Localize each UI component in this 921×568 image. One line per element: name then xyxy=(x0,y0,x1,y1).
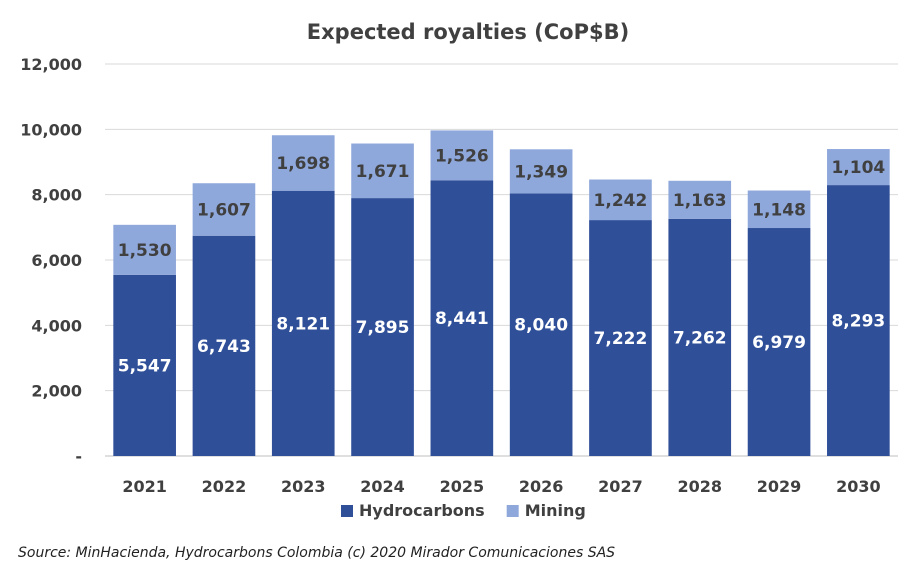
bar-hydrocarbons-2024 xyxy=(351,198,414,456)
label-mining-2024: 1,671 xyxy=(356,162,410,182)
label-hydrocarbons-2026: 8,040 xyxy=(514,316,568,336)
x-tick-label: 2022 xyxy=(202,477,247,496)
data-labels: 5,547 1,530 6,743 1,607 8,121 1,698 7,895 1,671… xyxy=(118,146,886,376)
x-tick-label: 2023 xyxy=(281,477,326,496)
label-hydrocarbons-2023: 8,121 xyxy=(276,314,330,334)
label-hydrocarbons-2024: 7,895 xyxy=(356,318,410,338)
label-hydrocarbons-2029: 6,979 xyxy=(752,333,806,353)
bar-mining-2021 xyxy=(113,224,176,275)
bars xyxy=(113,130,890,457)
y-tick-label: 8,000 xyxy=(31,186,82,205)
bar-mining-2029 xyxy=(747,190,811,229)
label-hydrocarbons-2028: 7,262 xyxy=(673,328,727,348)
chart-title: Expected royalties (CoP$B) xyxy=(307,20,629,44)
x-tick-label: 2025 xyxy=(440,477,485,496)
bar-hydrocarbons-2028 xyxy=(668,218,732,456)
label-mining-2025: 1,526 xyxy=(435,146,489,166)
bar-mining-2026 xyxy=(509,149,573,194)
label-mining-2023: 1,698 xyxy=(276,154,330,174)
label-mining-2026: 1,349 xyxy=(514,162,568,182)
y-tick-label: - xyxy=(75,447,82,466)
y-tick-label: 4,000 xyxy=(31,316,82,335)
bar-hydrocarbons-2026 xyxy=(509,193,573,457)
label-hydrocarbons-2025: 8,441 xyxy=(435,309,489,329)
bar-hydrocarbons-2030 xyxy=(827,185,890,456)
label-hydrocarbons-2021: 5,547 xyxy=(118,356,172,376)
label-mining-2027: 1,242 xyxy=(594,191,648,211)
legend: Hydrocarbons Mining xyxy=(341,501,586,520)
x-tick-label: 2028 xyxy=(677,477,722,496)
y-tick-label: 2,000 xyxy=(31,382,82,401)
bar-mining-2025 xyxy=(430,130,494,181)
bar-hydrocarbons-2022 xyxy=(192,235,256,456)
bar-hydrocarbons-2029 xyxy=(747,228,811,456)
bar-hydrocarbons-2023 xyxy=(271,190,335,457)
bar-hydrocarbons-2027 xyxy=(589,220,652,456)
bar-mining-2024 xyxy=(351,143,414,199)
x-tick-label: 2026 xyxy=(519,477,564,496)
label-hydrocarbons-2030: 8,293 xyxy=(831,312,885,332)
y-tick-label: 12,000 xyxy=(20,55,82,74)
legend-swatch-hydrocarbons xyxy=(341,505,353,517)
source-note: Source: MinHacienda, Hydrocarbons Colomb… xyxy=(18,545,615,561)
x-tick-label: 2024 xyxy=(360,477,405,496)
y-tick-label: 10,000 xyxy=(20,120,82,139)
label-mining-2022: 1,607 xyxy=(197,200,251,220)
bar-mining-2023 xyxy=(271,135,335,191)
label-mining-2029: 1,148 xyxy=(752,200,806,220)
x-tick-label: 2027 xyxy=(598,477,643,496)
bar-mining-2028 xyxy=(668,180,732,219)
label-mining-2030: 1,104 xyxy=(831,158,885,178)
bar-mining-2022 xyxy=(192,183,256,236)
label-mining-2021: 1,530 xyxy=(118,241,172,261)
bar-hydrocarbons-2021 xyxy=(113,274,176,456)
x-tick-label: 2029 xyxy=(757,477,802,496)
legend-label-hydrocarbons: Hydrocarbons xyxy=(359,501,485,520)
bar-mining-2027 xyxy=(589,179,652,221)
label-hydrocarbons-2027: 7,222 xyxy=(594,329,648,349)
x-axis-ticks: 2021 2022 2023 2024 2025 2026 2027 2028 2029 2030 xyxy=(122,477,880,496)
label-hydrocarbons-2022: 6,743 xyxy=(197,337,251,357)
x-tick-label: 2021 xyxy=(122,477,167,496)
x-tick-label: 2030 xyxy=(836,477,881,496)
bar-mining-2030 xyxy=(827,149,890,186)
label-mining-2028: 1,163 xyxy=(673,191,727,211)
legend-label-mining: Mining xyxy=(525,501,586,520)
y-tick-label: 6,000 xyxy=(31,251,82,270)
bar-hydrocarbons-2025 xyxy=(430,180,494,456)
legend-swatch-mining xyxy=(506,505,519,517)
y-axis-ticks: - 2,000 4,000 6,000 8,000 10,000 12,000 xyxy=(20,55,82,466)
